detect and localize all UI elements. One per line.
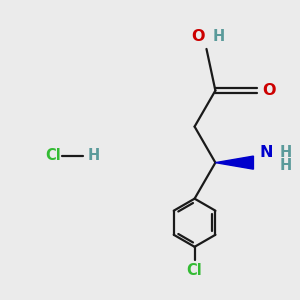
- Text: O: O: [262, 83, 276, 98]
- Text: H: H: [279, 145, 292, 160]
- Text: Cl: Cl: [187, 262, 202, 278]
- Text: Cl: Cl: [45, 148, 61, 164]
- Polygon shape: [215, 156, 253, 169]
- Text: N: N: [260, 145, 274, 160]
- Text: H: H: [213, 29, 225, 44]
- Text: H: H: [279, 158, 292, 173]
- Text: H: H: [88, 148, 100, 164]
- Text: O: O: [191, 29, 205, 44]
